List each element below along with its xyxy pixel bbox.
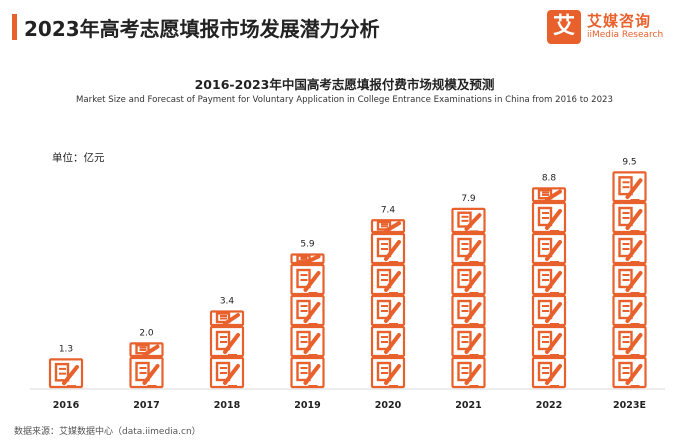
- x-tick-label: 2016: [53, 400, 80, 411]
- bar-2021: [451, 207, 486, 389]
- iimedia-logo: 艾 艾媒咨询 iiMedia Research: [547, 8, 675, 48]
- value-label: 2.0: [139, 328, 154, 338]
- bar-2020: [370, 219, 406, 389]
- value-label: 1.3: [59, 344, 73, 354]
- value-label: 7.9: [461, 194, 476, 204]
- value-label: 5.9: [300, 239, 315, 249]
- x-tick-label: 2019: [294, 400, 320, 411]
- chart-subtitle: Market Size and Forecast of Payment for …: [76, 95, 613, 105]
- page-title: 2023年高考志愿填报市场发展潜力分析: [24, 17, 380, 41]
- bar-2022: [531, 187, 567, 389]
- bar-2023E: [612, 171, 647, 389]
- x-tick-label: 2020: [375, 400, 402, 411]
- value-label: 9.5: [622, 157, 636, 167]
- bar-2019: [290, 253, 325, 389]
- logo-name-cn: 艾媒咨询: [587, 12, 652, 30]
- chart-title: 2016-2023年中国高考志愿填报付费市场规模及预测: [194, 77, 495, 92]
- x-tick-label: 2017: [133, 400, 159, 411]
- logo-mark: 艾: [547, 10, 581, 44]
- x-tick-label: 2021: [455, 400, 481, 411]
- bar-2017: [129, 342, 164, 389]
- logo-name-en: iiMedia Research: [587, 30, 664, 40]
- value-label: 8.8: [542, 173, 557, 183]
- source-note: 数据来源：艾媒数据中心（data.iimedia.cn）: [14, 427, 201, 437]
- x-tick-label: 2022: [536, 400, 562, 411]
- bar-2018: [209, 310, 245, 389]
- x-tick-label: 2023E: [613, 400, 646, 411]
- bar-2016: [48, 358, 84, 389]
- unit-label: 单位：亿元: [52, 152, 105, 164]
- title-accent-bar: [12, 14, 17, 40]
- x-tick-label: 2018: [214, 400, 241, 411]
- value-label: 7.4: [381, 205, 396, 215]
- value-label: 3.4: [220, 296, 235, 306]
